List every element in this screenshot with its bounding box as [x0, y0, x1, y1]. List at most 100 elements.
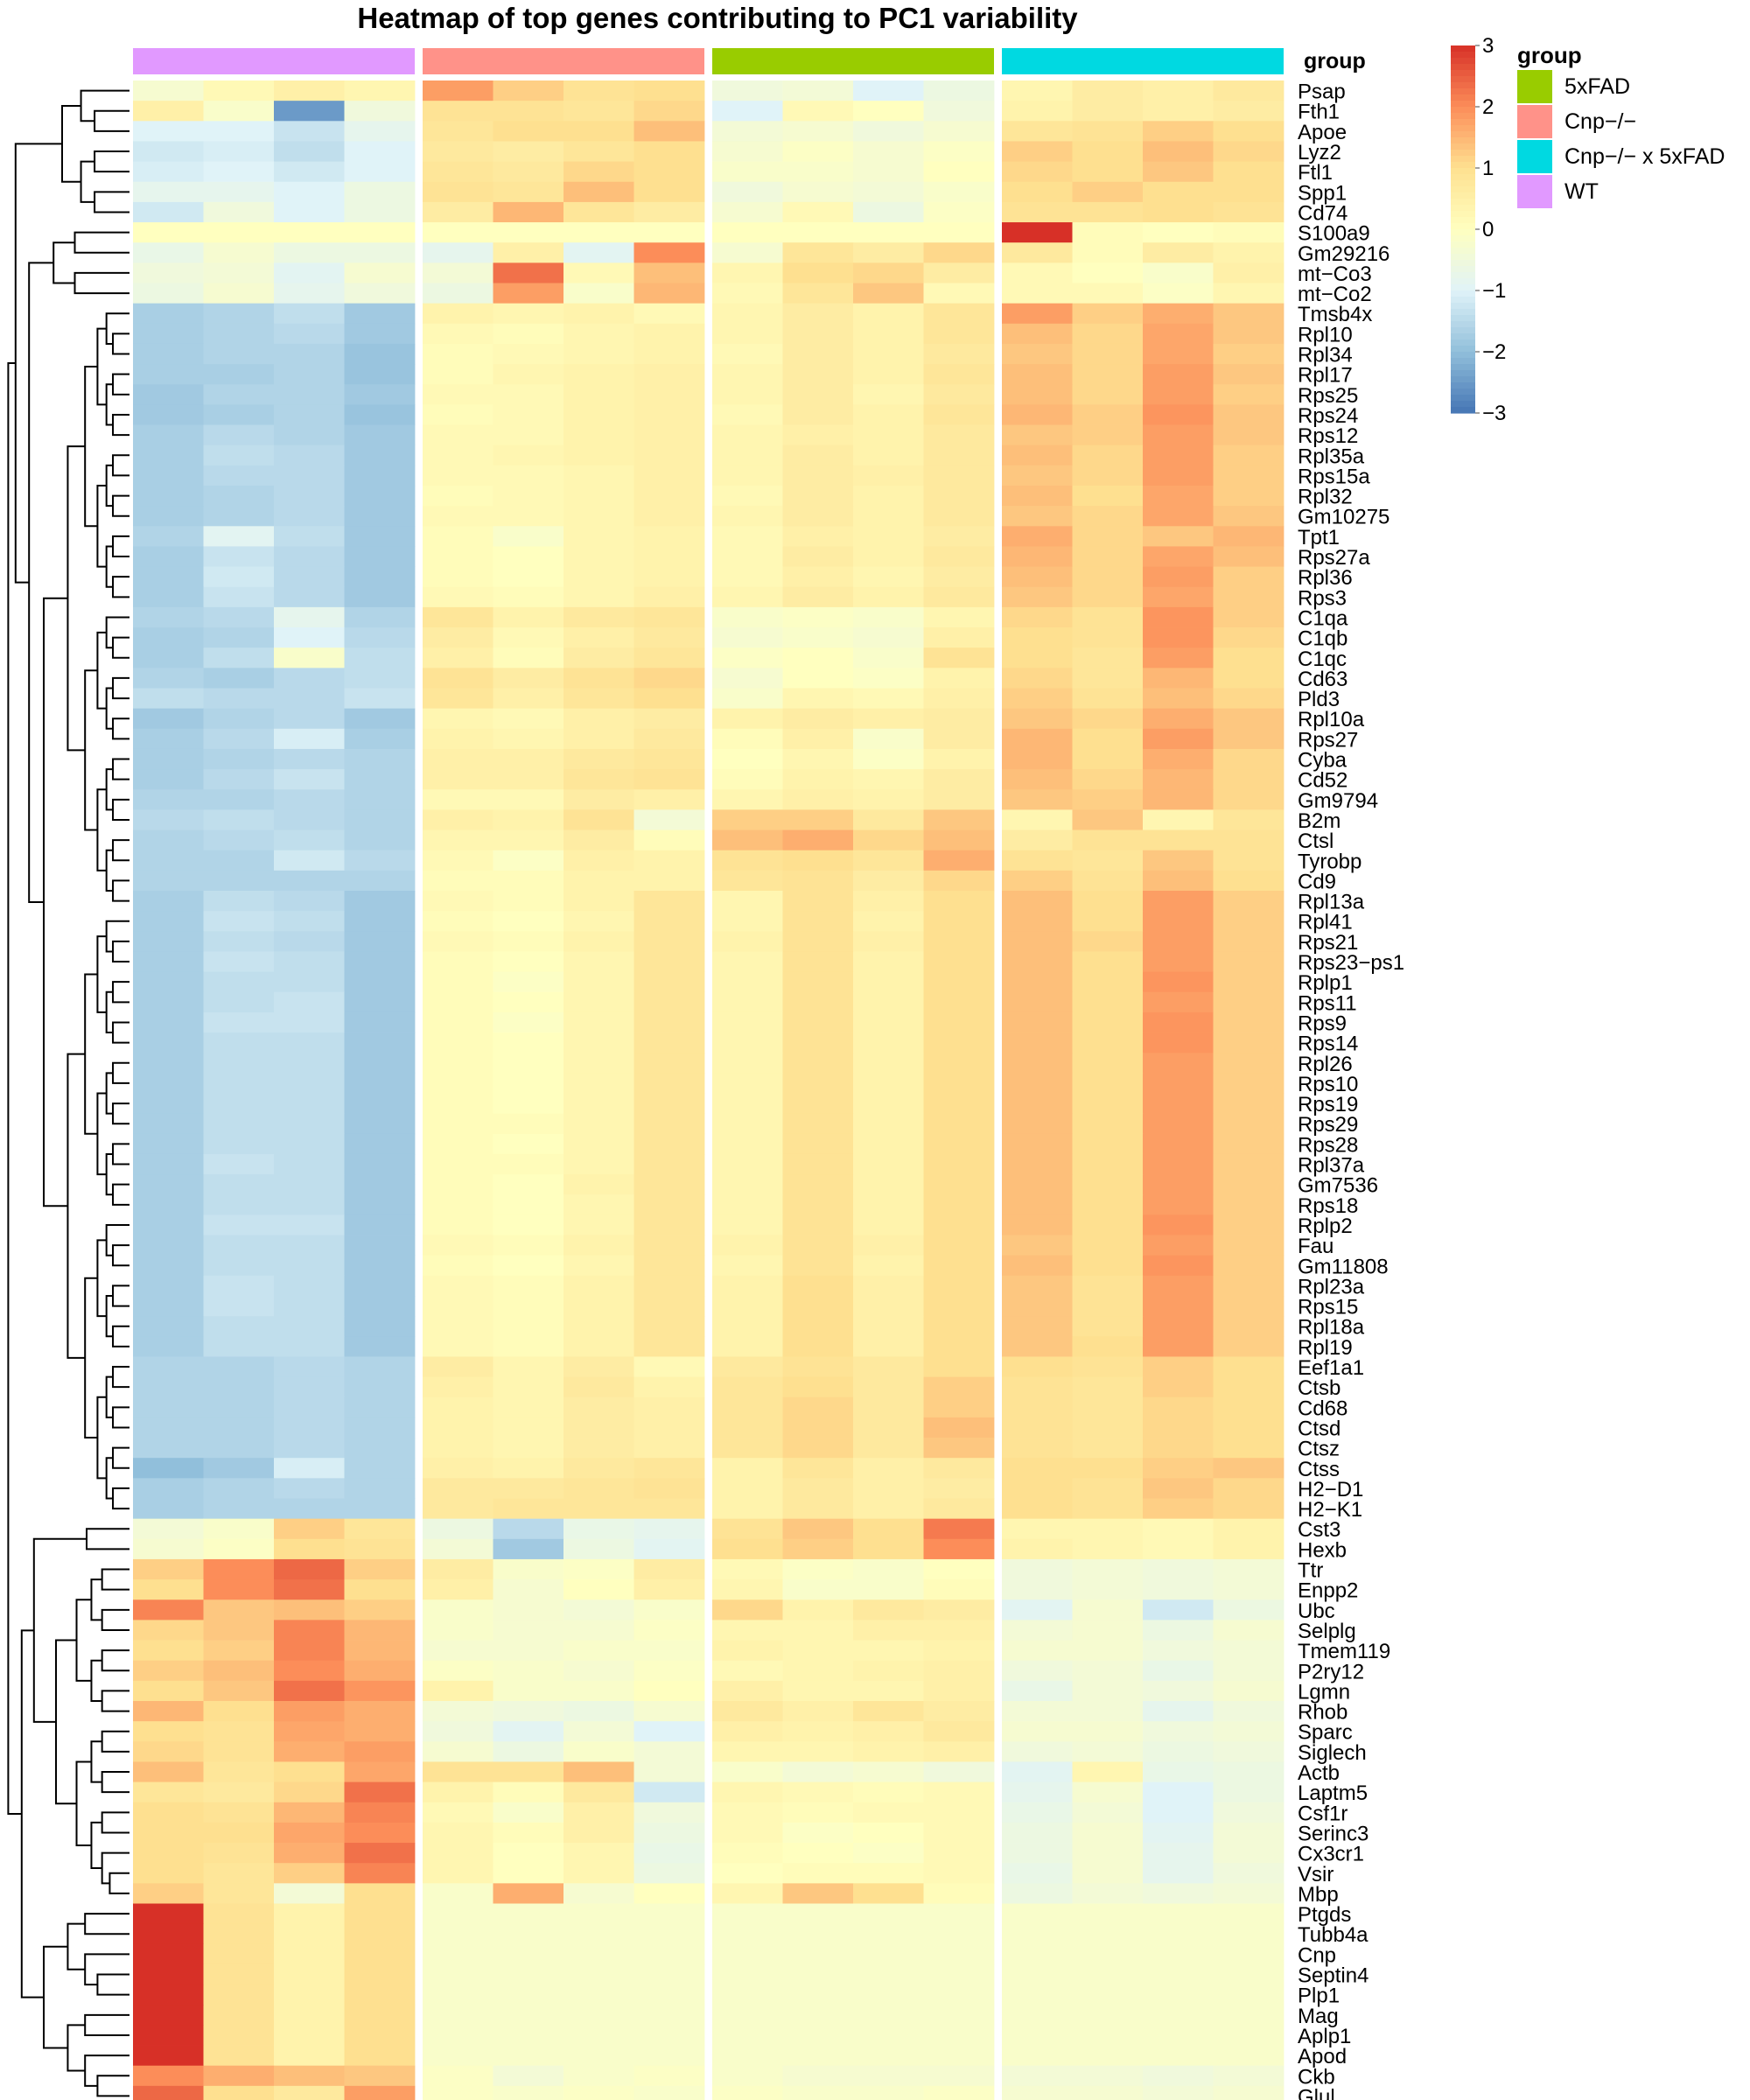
heatmap-cell	[1143, 242, 1214, 263]
heatmap-cell	[1213, 1640, 1284, 1662]
heatmap-cell	[344, 627, 416, 648]
heatmap-cell	[782, 1680, 854, 1702]
heatmap-cell	[923, 1093, 995, 1115]
heatmap-cell	[853, 1336, 924, 1357]
heatmap-cell	[1072, 1376, 1144, 1398]
heatmap-cell	[344, 1073, 416, 1094]
heatmap-cell	[133, 1903, 204, 1925]
heatmap-cell	[564, 2065, 634, 2087]
color-scale-segment	[1451, 388, 1475, 396]
heatmap-cell	[133, 1984, 204, 2006]
heatmap-cell	[782, 343, 854, 365]
gene-label: Rpl35a	[1298, 444, 1365, 468]
heatmap-cell	[1072, 262, 1144, 284]
heatmap-cell	[923, 748, 995, 770]
heatmap-cell	[493, 991, 564, 1013]
dendrogram-branch	[96, 1092, 107, 1176]
heatmap-cell	[782, 80, 854, 102]
dendrogram-branch	[112, 940, 130, 963]
dendrogram-branch	[112, 454, 130, 477]
heatmap-cell	[423, 1923, 494, 1945]
heatmap-cell	[712, 80, 783, 102]
heatmap-cell	[1072, 931, 1144, 952]
heatmap-cell	[344, 1214, 416, 1236]
heatmap-cell	[493, 1214, 564, 1236]
heatmap-cell	[1143, 1518, 1214, 1540]
heatmap-cell	[344, 465, 416, 486]
gene-label: Gm7536	[1298, 1174, 1378, 1198]
heatmap-cell	[1002, 181, 1073, 203]
heatmap-cell	[203, 1133, 275, 1155]
heatmap-cell	[493, 1194, 564, 1215]
heatmap-cell	[493, 2025, 564, 2046]
heatmap-cell	[1072, 809, 1144, 830]
heatmap-cell	[853, 1943, 924, 1965]
color-scale-segment	[1451, 217, 1475, 224]
heatmap-cell	[712, 2085, 783, 2100]
gene-label: Rps29	[1298, 1113, 1358, 1137]
gene-label: mt−Co2	[1298, 283, 1372, 306]
heatmap-cell	[1143, 364, 1214, 385]
heatmap-cell	[274, 1903, 345, 1925]
heatmap-cell	[634, 1336, 705, 1357]
heatmap-cell	[782, 951, 854, 972]
heatmap-cell	[923, 1518, 995, 1540]
heatmap-cell	[1213, 2025, 1284, 2046]
heatmap-cell	[493, 708, 564, 730]
heatmap-cell	[423, 141, 494, 162]
heatmap-cell	[274, 870, 345, 892]
heatmap-cell	[1072, 1600, 1144, 1620]
gene-label: S100a9	[1298, 222, 1370, 246]
heatmap-cell	[1002, 444, 1073, 466]
heatmap-cell	[1002, 1538, 1073, 1560]
heatmap-cell	[203, 2085, 275, 2100]
color-scale-tick-label: 2	[1482, 95, 1494, 119]
heatmap-cell	[344, 141, 416, 162]
heatmap-cell	[1213, 1235, 1284, 1256]
heatmap-cell	[564, 526, 634, 547]
heatmap-cell	[344, 1782, 416, 1803]
heatmap-cell	[274, 1600, 345, 1620]
heatmap-cell	[344, 1478, 416, 1499]
dendrogram-branch	[112, 1406, 130, 1429]
dendrogram-branch	[112, 1446, 130, 1469]
heatmap-cell	[203, 1558, 275, 1580]
heatmap-cell	[344, 850, 416, 872]
heatmap-cell	[1072, 1822, 1144, 1844]
heatmap-cell	[712, 101, 783, 122]
dendrogram-branch	[96, 935, 107, 1013]
heatmap-cell	[1002, 991, 1073, 1013]
color-scale-tick-label: 1	[1482, 157, 1494, 180]
dendrogram-branch	[105, 1152, 114, 1196]
gene-label: Pld3	[1298, 688, 1340, 711]
gene-label: Enpp2	[1298, 1579, 1358, 1603]
heatmap-cell	[1072, 991, 1144, 1013]
gene-label: Sparc	[1298, 1721, 1353, 1745]
heatmap-cell	[423, 1701, 494, 1722]
heatmap-cell	[634, 688, 705, 710]
color-scale-segment	[1451, 88, 1475, 95]
gene-label: Lgmn	[1298, 1680, 1350, 1704]
heatmap-cell	[493, 1701, 564, 1722]
heatmap-cell	[274, 1843, 345, 1864]
gene-label: Tpt1	[1298, 526, 1340, 550]
heatmap-cell	[1213, 343, 1284, 365]
heatmap-cell	[493, 364, 564, 385]
heatmap-cell	[274, 708, 345, 730]
heatmap-cell	[274, 121, 345, 142]
color-scale-segment	[1451, 113, 1475, 120]
heatmap-cell	[203, 830, 275, 851]
heatmap-cell	[1002, 1032, 1073, 1054]
heatmap-cell	[1002, 1843, 1073, 1864]
heatmap-cell	[493, 1032, 564, 1054]
heatmap-cell	[344, 1741, 416, 1762]
heatmap-cell	[133, 1356, 204, 1377]
heatmap-cell	[274, 201, 345, 223]
heatmap-cell	[133, 1376, 204, 1398]
heatmap-cell	[564, 1113, 634, 1135]
heatmap-cell	[1002, 1660, 1073, 1682]
heatmap-cell	[782, 1396, 854, 1418]
heatmap-cell	[782, 789, 854, 810]
color-scale-segment	[1451, 82, 1475, 89]
dendrogram-branch	[90, 1740, 102, 1783]
